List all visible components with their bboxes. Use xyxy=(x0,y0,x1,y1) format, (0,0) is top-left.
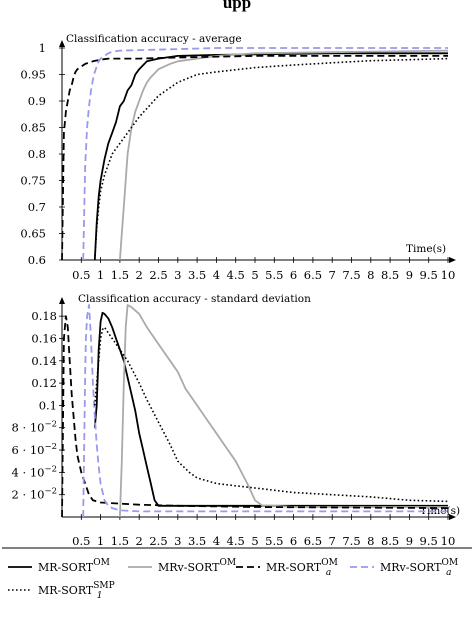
y-tick-label: 6 · 10−2 xyxy=(12,442,57,457)
x-tick-label: 6 xyxy=(290,534,297,548)
x-tick-label: 7.5 xyxy=(342,534,360,548)
legend-label: MR-SORTSMP 1 xyxy=(38,581,115,601)
series-line-mr-sort-a-om xyxy=(61,315,449,518)
series-line-mr-sort-1-smp xyxy=(94,57,449,261)
legend-label: MR-SORTOM xyxy=(38,558,110,574)
y-tick-label: 8 · 10−2 xyxy=(12,420,57,435)
legend: MR-SORTOM MRv-SORTOM MR-SORTOM a MRv-SORTOM a… xyxy=(2,547,472,601)
chart-title: Classification accuracy - standard devia… xyxy=(78,293,311,305)
legend-item-mrv-sort-a-om: MRv-SORTOM a xyxy=(350,558,458,578)
legend-label: MR-SORTOM a xyxy=(266,558,338,578)
series-line-mr-sort-1-smp xyxy=(94,326,449,503)
y-tick-label: 0.9 xyxy=(28,94,46,108)
x-tick-label: 8 xyxy=(367,268,374,282)
x-tick-label: 1.5 xyxy=(111,268,129,282)
y-tick-label: 0.8 xyxy=(28,147,46,161)
y-axis-arrow xyxy=(59,297,65,304)
x-tick-label: 3.5 xyxy=(188,534,206,548)
x-tick-label: 9 xyxy=(406,268,413,282)
accuracy-average-chart: Classification accuracy - average Time(s)… xyxy=(20,33,456,282)
x-axis-arrow xyxy=(449,257,456,263)
y-tick-label: 0.75 xyxy=(20,174,46,188)
x-tick-label: 0.5 xyxy=(72,268,90,282)
x-tick-label: 6.5 xyxy=(304,268,322,282)
x-axis-label: Time(s) xyxy=(406,243,446,255)
x-tick-label: 10 xyxy=(441,268,456,282)
x-tick-label: 9.5 xyxy=(420,534,438,548)
x-tick-label: 7 xyxy=(329,534,336,548)
y-tick-label: 0.85 xyxy=(20,121,46,135)
x-tick-label: 5 xyxy=(251,534,258,548)
x-tick-label: 0.5 xyxy=(72,534,90,548)
legend-item-mr-sort-om: MR-SORTOM xyxy=(8,558,110,574)
legend-label: MRv-SORTOM a xyxy=(380,558,458,578)
legend-item-mr-sort-a-om: MR-SORTOM a xyxy=(236,558,338,578)
x-tick-label: 5.5 xyxy=(265,534,283,548)
y-tick-label: 0.18 xyxy=(31,309,57,323)
series-line-mrv-sort-a-om xyxy=(82,47,448,261)
x-tick-label: 7 xyxy=(329,268,336,282)
series-line-mrv-sort-a-om xyxy=(82,304,448,518)
y-tick-label: 0.14 xyxy=(31,354,57,368)
x-tick-label: 5 xyxy=(251,268,258,282)
series-line-mrv-sort-om xyxy=(119,304,448,518)
x-tick-label: 2 xyxy=(136,534,143,548)
series-line-mr-sort-om xyxy=(93,311,448,507)
y-tick-label: 0.12 xyxy=(31,376,57,390)
y-tick-label: 0.95 xyxy=(20,68,46,82)
series-line-mrv-sort-om xyxy=(119,49,449,261)
x-tick-label: 1.5 xyxy=(111,534,129,548)
legend-item-mrv-sort-om: MRv-SORTOM xyxy=(128,558,236,574)
x-tick-label: 6 xyxy=(290,268,297,282)
page-heading: upp xyxy=(222,0,252,12)
y-tick-label: 0.16 xyxy=(31,331,57,345)
x-tick-label: 4 xyxy=(213,268,220,282)
x-tick-label: 4.5 xyxy=(227,534,245,548)
x-tick-label: 8.5 xyxy=(381,534,399,548)
x-tick-label: 6.5 xyxy=(304,534,322,548)
series-line-mr-sort-a-om xyxy=(61,55,448,261)
legend-item-mr-sort-1-smp: MR-SORTSMP 1 xyxy=(8,581,115,601)
y-tick-label: 1 xyxy=(39,41,46,55)
x-axis-arrow xyxy=(449,514,456,520)
x-tick-label: 3 xyxy=(174,268,181,282)
x-tick-label: 8.5 xyxy=(381,268,399,282)
x-tick-label: 2 xyxy=(136,268,143,282)
y-tick-label: 4 · 10−2 xyxy=(12,464,57,479)
x-tick-label: 1 xyxy=(97,268,104,282)
y-tick-label: 0.7 xyxy=(28,200,46,214)
x-tick-label: 1 xyxy=(97,534,104,548)
x-tick-label: 10 xyxy=(441,534,456,548)
x-tick-label: 2.5 xyxy=(149,534,167,548)
x-tick-label: 4.5 xyxy=(227,268,245,282)
legend-label: MRv-SORTOM xyxy=(158,558,236,574)
x-tick-label: 8 xyxy=(367,534,374,548)
y-tick-label: 2 · 10−2 xyxy=(12,487,57,502)
x-tick-label: 4 xyxy=(213,534,220,548)
x-tick-label: 5.5 xyxy=(265,268,283,282)
x-tick-label: 9 xyxy=(406,534,413,548)
x-tick-label: 3 xyxy=(174,534,181,548)
x-tick-label: 3.5 xyxy=(188,268,206,282)
x-tick-label: 9.5 xyxy=(420,268,438,282)
accuracy-stddev-chart: Classification accuracy - standard devia… xyxy=(12,293,461,548)
series-line-mr-sort-om xyxy=(93,52,448,261)
y-tick-label: 0.1 xyxy=(39,398,57,412)
chart-title: Classification accuracy - average xyxy=(66,33,242,45)
x-tick-label: 7.5 xyxy=(342,268,360,282)
y-axis-arrow xyxy=(59,40,65,47)
y-tick-label: 0.65 xyxy=(20,227,46,241)
x-tick-label: 2.5 xyxy=(149,268,167,282)
y-tick-label: 0.6 xyxy=(28,253,46,267)
